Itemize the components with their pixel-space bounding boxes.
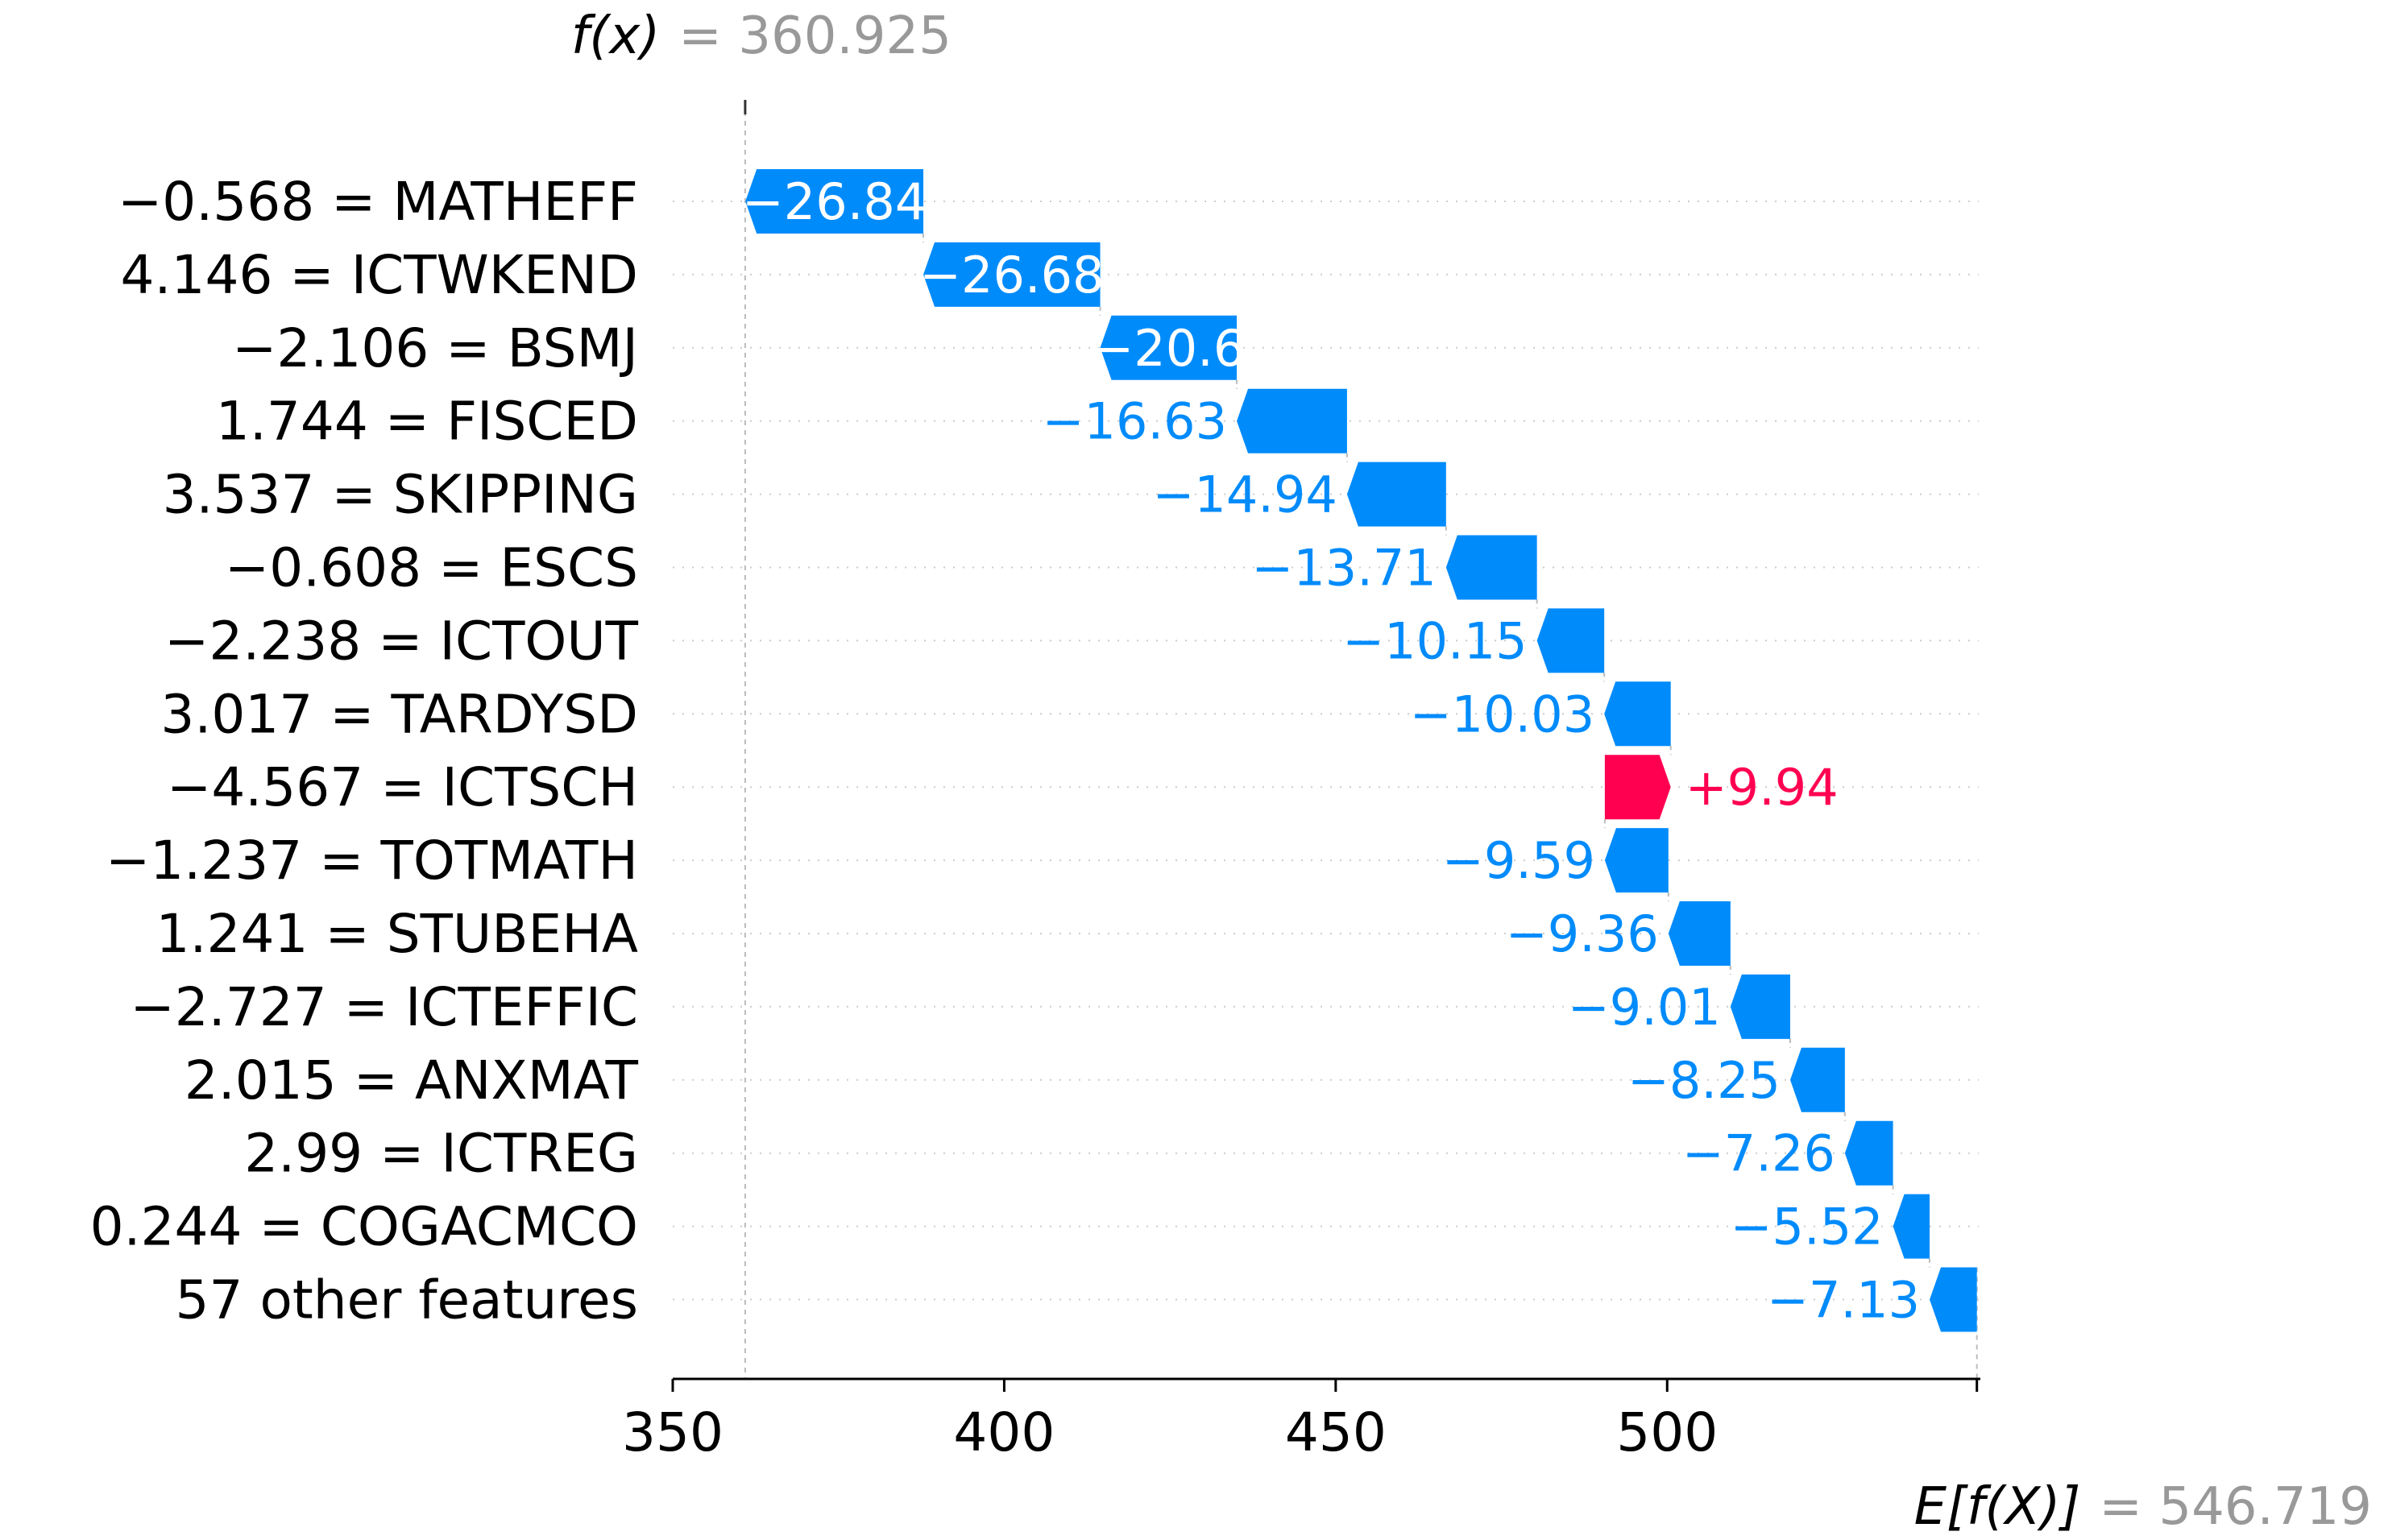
negative-bar-7: [1604, 681, 1671, 747]
negative-bar-14: [1893, 1194, 1930, 1259]
fx-annotation: f(x) = 360.925: [571, 6, 952, 66]
feature-label-15: 57 other features: [176, 1269, 638, 1331]
value-label-8: +9.94: [1685, 758, 1839, 817]
feature-label-5: −0.608 = ESCS: [225, 537, 638, 599]
negative-bar-2: [1100, 315, 1238, 380]
fx-label: f(x): [571, 6, 660, 66]
x-axis: 350 400 450 500: [622, 1377, 1980, 1463]
value-label-14: −5.52: [1731, 1198, 1884, 1256]
efx-label: E[f(X)]: [1914, 1477, 2081, 1537]
feature-label-12: 2.015 = ANXMAT: [185, 1049, 639, 1112]
feature-label-14: 0.244 = COGACMCO: [90, 1196, 638, 1258]
efx-value: = 546.719: [2099, 1477, 2372, 1537]
feature-label-11: −2.727 = ICTEFFIC: [130, 976, 638, 1038]
negative-bar-10: [1668, 901, 1731, 966]
reference-lines: [744, 100, 1978, 1379]
fx-value: = 360.925: [678, 6, 952, 66]
feature-label-0: −0.568 = MATHEFF: [118, 171, 638, 233]
negative-bar-5: [1445, 535, 1537, 600]
value-label-6: −10.15: [1342, 611, 1527, 670]
feature-label-6: −2.238 = ICTOUT: [164, 610, 639, 672]
efx-annotation: E[f(X)] = 546.719: [1914, 1477, 2372, 1537]
x-tick-label-3: 500: [1616, 1401, 1718, 1463]
negative-bar-4: [1346, 462, 1446, 527]
negative-bar-12: [1789, 1047, 1845, 1112]
feature-label-9: −1.237 = TOTMATH: [106, 830, 638, 892]
value-label-7: −10.03: [1410, 685, 1594, 743]
negative-bar-15: [1930, 1267, 1977, 1332]
value-label-5: −13.71: [1251, 539, 1436, 598]
value-label-12: −8.25: [1627, 1051, 1781, 1110]
positive-bar-8: [1604, 755, 1671, 820]
bar-connectors: [923, 234, 1931, 1268]
value-label-4: −14.94: [1152, 466, 1337, 524]
value-label-3: −16.63: [1043, 392, 1227, 451]
negative-bar-3: [1237, 388, 1347, 453]
negative-bar-1: [923, 242, 1101, 307]
negative-bar-6: [1536, 608, 1605, 673]
x-tick-label-0: 350: [622, 1401, 723, 1463]
negative-bar-11: [1730, 974, 1790, 1039]
value-label-10: −9.36: [1506, 905, 1659, 963]
feature-labels: −0.568 = MATHEFF −26.84 4.146 = ICTWKEND −2…: [90, 171, 1920, 1331]
value-label-13: −7.26: [1682, 1124, 1835, 1183]
negative-bar-13: [1844, 1120, 1893, 1186]
feature-label-4: 3.537 = SKIPPING: [163, 464, 638, 526]
value-label-15: −7.13: [1767, 1271, 1920, 1330]
feature-label-3: 1.744 = FISCED: [216, 391, 638, 453]
bars: [745, 169, 1977, 1332]
value-label-11: −9.01: [1568, 978, 1721, 1037]
value-label-2: −20.6: [1092, 319, 1245, 378]
negative-bar-0: [745, 169, 924, 234]
x-tick-label-1: 400: [953, 1401, 1055, 1463]
value-label-9: −9.59: [1442, 831, 1595, 890]
feature-label-7: 3.017 = TARDYSD: [160, 683, 638, 745]
feature-label-13: 2.99 = ICTREG: [244, 1123, 638, 1185]
value-label-1: −26.68: [919, 246, 1104, 304]
feature-label-8: −4.567 = ICTSCH: [167, 756, 638, 818]
x-tick-label-2: 450: [1285, 1401, 1387, 1463]
feature-label-2: −2.106 = BSMJ: [232, 317, 638, 379]
feature-label-10: 1.241 = STUBEHA: [156, 903, 638, 965]
value-label-0: −26.84: [742, 172, 927, 231]
feature-label-1: 4.146 = ICTWKEND: [120, 244, 638, 306]
negative-bar-9: [1604, 828, 1669, 893]
